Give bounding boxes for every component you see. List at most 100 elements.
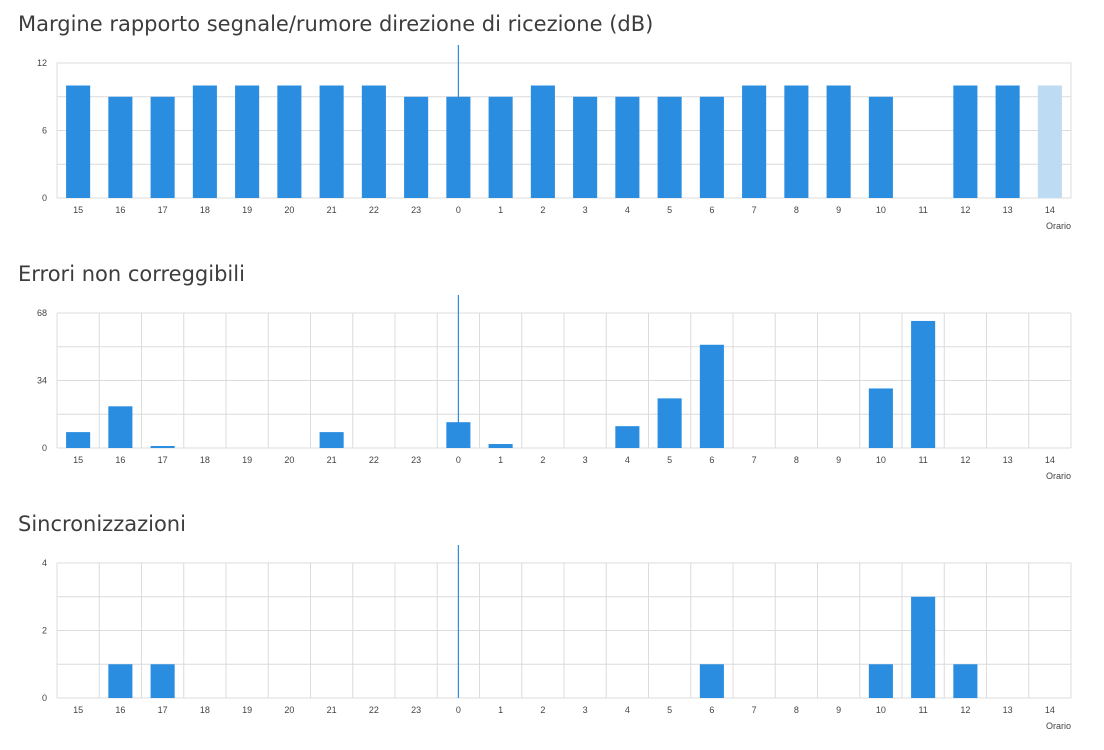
bar <box>235 85 260 198</box>
x-tick-label: 1 <box>498 205 503 215</box>
bar <box>784 85 809 198</box>
bar <box>953 664 978 698</box>
chart-section-syncs: Sincronizzazioni 0 2 4 15 16 17 18 19 20 21 22 23 0 1… <box>0 500 1104 750</box>
bar <box>657 96 682 198</box>
chart-title: Errori non correggibili <box>18 262 245 286</box>
x-tick-label: 23 <box>411 705 421 715</box>
y-tick-label: 12 <box>37 58 47 68</box>
bar <box>66 432 91 448</box>
x-tick-label: 15 <box>73 705 83 715</box>
x-tick-label: 3 <box>583 205 588 215</box>
x-tick-label: 20 <box>284 705 294 715</box>
x-tick-label: 7 <box>752 705 757 715</box>
x-tick-label: 8 <box>794 205 799 215</box>
x-tick-label: 14 <box>1045 455 1055 465</box>
x-tick-label: 19 <box>242 705 252 715</box>
x-tick-label: 12 <box>960 705 970 715</box>
x-tick-label: 19 <box>242 205 252 215</box>
x-tick-label: 17 <box>158 205 168 215</box>
x-tick-label: 12 <box>960 205 970 215</box>
bar <box>150 446 175 448</box>
y-tick-label: 0 <box>42 693 47 703</box>
x-tick-label: 22 <box>369 205 379 215</box>
x-tick-label: 18 <box>200 705 210 715</box>
bar <box>826 85 851 198</box>
x-tick-label: 13 <box>1003 705 1013 715</box>
x-tick-label: 0 <box>456 455 461 465</box>
bar <box>192 85 217 198</box>
x-tick-label: 22 <box>369 455 379 465</box>
x-tick-label: 17 <box>158 705 168 715</box>
bar <box>1037 85 1062 198</box>
x-tick-label: 23 <box>411 205 421 215</box>
bar <box>995 85 1020 198</box>
bar <box>911 320 936 448</box>
bar <box>742 85 767 198</box>
x-tick-label: 16 <box>115 705 125 715</box>
chart-title: Margine rapporto segnale/rumore direzion… <box>18 12 654 36</box>
bar <box>488 444 513 448</box>
x-tick-label: 13 <box>1003 455 1013 465</box>
bar <box>699 96 724 198</box>
x-tick-label: 22 <box>369 705 379 715</box>
x-tick-label: 8 <box>794 705 799 715</box>
x-axis-label: Orario <box>1046 471 1071 481</box>
x-tick-label: 2 <box>540 205 545 215</box>
x-tick-label: 23 <box>411 455 421 465</box>
x-tick-label: 9 <box>836 205 841 215</box>
x-tick-label: 11 <box>918 205 927 215</box>
bar <box>361 85 386 198</box>
x-tick-label: 9 <box>836 455 841 465</box>
x-tick-label: 3 <box>583 455 588 465</box>
x-tick-label: 5 <box>667 205 672 215</box>
bar <box>699 664 724 698</box>
x-tick-label: 20 <box>284 455 294 465</box>
bar <box>150 664 175 698</box>
x-tick-label: 10 <box>876 705 886 715</box>
x-tick-label: 7 <box>752 455 757 465</box>
x-tick-label: 21 <box>327 205 337 215</box>
chart-section-errors: Errori non correggibili 0 34 68 15 16 17 18 19 2… <box>0 250 1104 500</box>
bar <box>657 398 682 448</box>
bar <box>66 85 91 198</box>
x-tick-label: 4 <box>625 455 630 465</box>
x-tick-label: 2 <box>540 705 545 715</box>
x-tick-label: 2 <box>540 455 545 465</box>
y-tick-label: 0 <box>42 443 47 453</box>
x-tick-label: 6 <box>709 455 714 465</box>
x-axis-label: Orario <box>1046 721 1071 731</box>
x-tick-label: 5 <box>667 455 672 465</box>
x-tick-label: 4 <box>625 705 630 715</box>
bar <box>615 96 640 198</box>
x-tick-label: 10 <box>876 455 886 465</box>
chart-title: Sincronizzazioni <box>18 512 186 536</box>
x-tick-label: 6 <box>709 705 714 715</box>
x-tick-label: 14 <box>1045 705 1055 715</box>
x-tick-label: 0 <box>456 705 461 715</box>
y-tick-label: 0 <box>42 193 47 203</box>
x-tick-label: 18 <box>200 455 210 465</box>
x-tick-label: 5 <box>667 705 672 715</box>
x-tick-label: 0 <box>456 205 461 215</box>
x-tick-label: 15 <box>73 205 83 215</box>
x-tick-label: 6 <box>709 205 714 215</box>
x-tick-label: 21 <box>327 705 337 715</box>
x-tick-label: 21 <box>327 455 337 465</box>
x-tick-label: 9 <box>836 705 841 715</box>
y-tick-label: 2 <box>42 626 47 636</box>
chart-section-snr: Margine rapporto segnale/rumore direzion… <box>0 0 1104 250</box>
bar <box>319 432 344 448</box>
bar <box>699 344 724 448</box>
x-axis-label: Orario <box>1046 221 1071 231</box>
bar <box>108 406 133 448</box>
x-tick-label: 3 <box>583 705 588 715</box>
bar <box>108 664 133 698</box>
x-tick-label: 19 <box>242 455 252 465</box>
x-tick-label: 8 <box>794 455 799 465</box>
x-tick-label: 15 <box>73 455 83 465</box>
bar <box>530 85 555 198</box>
bar <box>868 664 893 698</box>
